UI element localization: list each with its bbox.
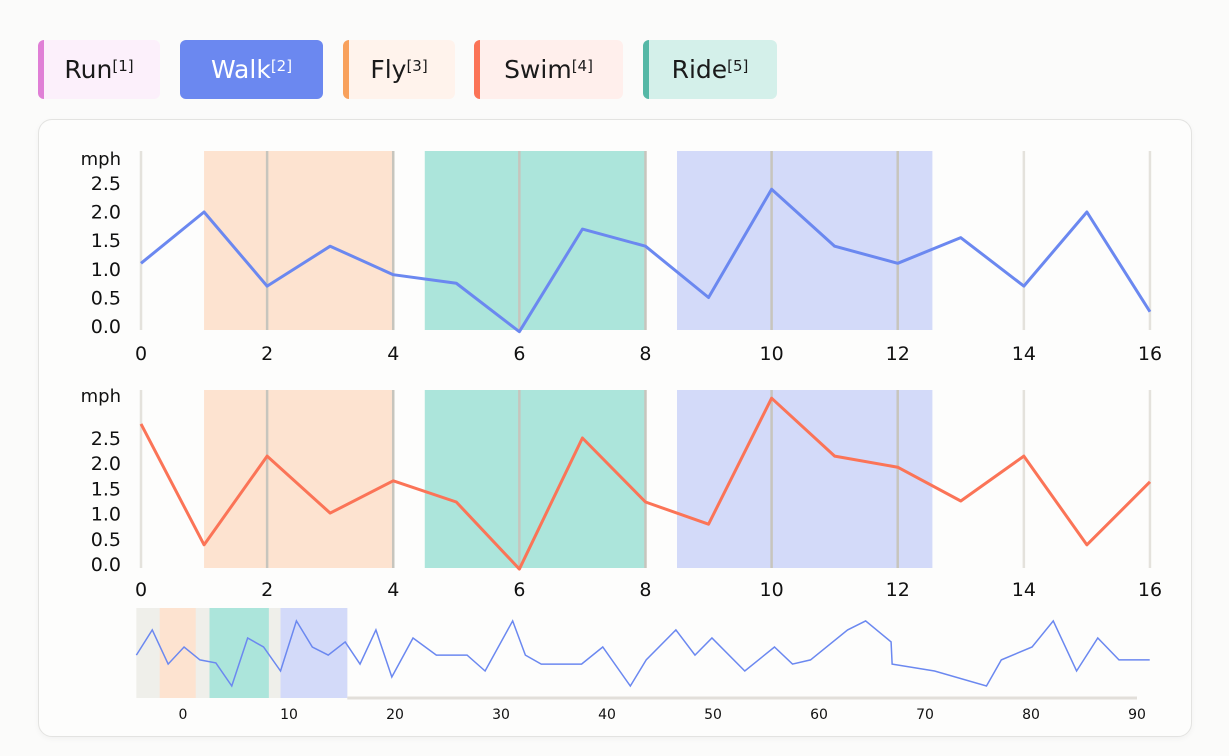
data-line xyxy=(140,187,1152,334)
highlight-band xyxy=(280,608,348,698)
legend-ref: [4] xyxy=(571,56,593,75)
y-tick-label: 2.0 xyxy=(91,453,121,475)
legend-label: Ride xyxy=(671,55,728,84)
legend-label: Walk xyxy=(210,55,271,84)
line-chart-1: 0 2 4 6 8 10 12 14 16 0.0 0.5 1.0 1.5 2.0 2.5 mph xyxy=(81,149,1162,365)
x-tick-label: 4 xyxy=(387,343,399,365)
x-tick-label: 2 xyxy=(261,343,273,365)
y-tick-label: 2.5 xyxy=(91,173,121,195)
legend-label: Fly xyxy=(370,55,407,84)
line-chart-2: 0 2 4 6 8 10 12 14 16 0.0 0.5 1.0 1.5 2.0 2.5 mph xyxy=(81,386,1162,601)
legend-color-marker xyxy=(38,40,44,99)
x-tick-label: 0 xyxy=(135,579,147,601)
y-tick-label: 2.0 xyxy=(91,202,121,224)
legend-ref: [3] xyxy=(406,56,428,75)
legend-button-run[interactable]: Run [1] xyxy=(38,40,160,99)
y-axis-label: mph xyxy=(81,149,121,170)
legend-button-walk[interactable]: Walk [2] xyxy=(180,40,323,99)
x-tick-label: 60 xyxy=(810,707,828,723)
legend-label: Swim xyxy=(504,55,572,84)
legend-color-marker xyxy=(474,40,480,99)
y-tick-label: 1.5 xyxy=(91,230,121,252)
x-tick-label: 6 xyxy=(513,343,525,365)
y-tick-label: 1.0 xyxy=(91,259,121,281)
x-tick-label: 6 xyxy=(513,579,525,601)
x-tick-label: 8 xyxy=(639,579,651,601)
highlight-band xyxy=(204,390,394,568)
x-tick-label: 12 xyxy=(886,343,910,365)
x-tick-label: 0 xyxy=(179,707,188,723)
x-tick-label: 50 xyxy=(704,707,722,723)
y-tick-label: 1.0 xyxy=(91,504,121,526)
x-tick-label: 10 xyxy=(760,343,784,365)
y-axis-label: mph xyxy=(81,386,121,407)
x-tick-label: 40 xyxy=(598,707,616,723)
x-tick-label: 16 xyxy=(1138,343,1162,365)
y-tick-label: 1.5 xyxy=(91,478,121,500)
y-tick-label: 0.5 xyxy=(91,287,121,309)
x-tick-label: 90 xyxy=(1128,707,1146,723)
x-tick-label: 20 xyxy=(386,707,404,723)
y-tick-label: 2.5 xyxy=(91,428,121,450)
highlight-band xyxy=(677,151,933,330)
legend-ref: [2] xyxy=(270,56,293,75)
x-tick-label: 30 xyxy=(492,707,510,723)
legend-color-marker xyxy=(643,40,649,99)
highlight-band xyxy=(209,608,269,698)
legend-label: Run xyxy=(64,55,113,84)
y-tick-label: 0.5 xyxy=(91,529,121,551)
highlight-band xyxy=(424,390,646,568)
x-tick-label: 70 xyxy=(916,707,934,723)
y-tick-label: 0.0 xyxy=(91,316,121,338)
highlight-band xyxy=(677,390,933,568)
x-tick-label: 14 xyxy=(1012,343,1036,365)
legend-button-ride[interactable]: Ride [5] xyxy=(643,40,777,99)
legend-button-fly[interactable]: Fly [3] xyxy=(343,40,455,99)
legend-ref: [5] xyxy=(727,56,749,75)
legend-button-swim[interactable]: Swim [4] xyxy=(474,40,623,99)
x-tick-label: 10 xyxy=(280,707,298,723)
x-tick-label: 10 xyxy=(760,579,784,601)
y-tick-label: 0.0 xyxy=(91,554,121,576)
overview-chart: 0 10 20 30 40 50 60 70 80 90 xyxy=(135,608,1150,723)
x-tick-label: 80 xyxy=(1022,707,1040,723)
highlight-band xyxy=(424,151,646,330)
legend-ref: [1] xyxy=(112,56,134,75)
x-tick-label: 2 xyxy=(261,579,273,601)
data-line xyxy=(139,396,1152,571)
x-tick-label: 8 xyxy=(639,343,651,365)
highlight-band xyxy=(204,151,394,330)
x-tick-label: 12 xyxy=(886,579,910,601)
x-tick-label: 4 xyxy=(387,579,399,601)
legend-color-marker xyxy=(343,40,349,99)
x-tick-label: 14 xyxy=(1012,579,1036,601)
overview-line xyxy=(135,619,1150,688)
x-tick-label: 16 xyxy=(1138,579,1162,601)
x-tick-label: 0 xyxy=(135,343,147,365)
